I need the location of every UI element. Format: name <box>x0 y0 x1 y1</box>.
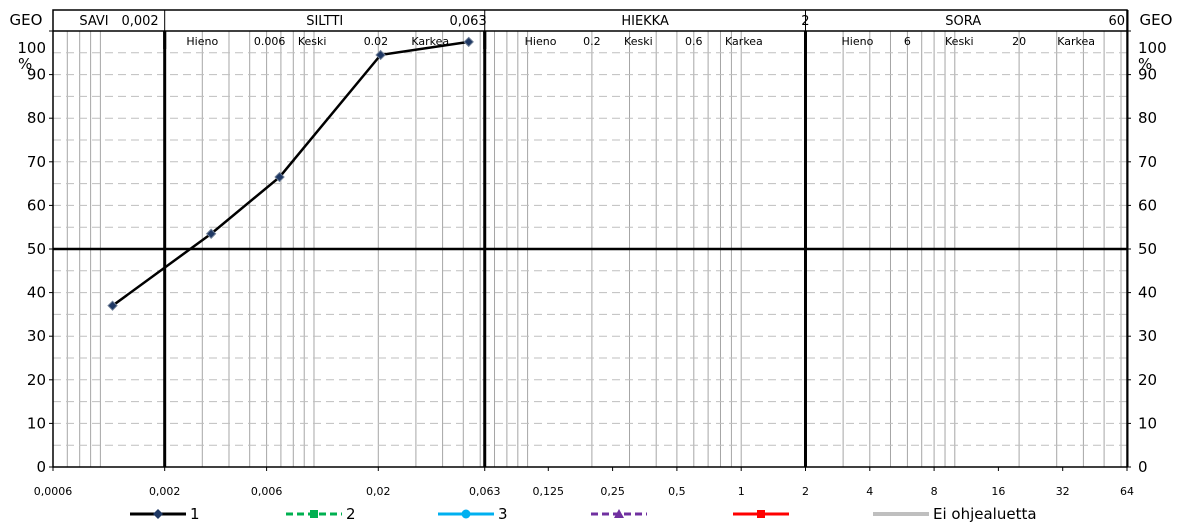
x-tick-label: 0,02 <box>366 485 391 498</box>
y-tick-label-right: 0 <box>1138 458 1148 476</box>
x-tick-label: 64 <box>1120 485 1134 498</box>
series-1-point <box>205 228 217 239</box>
x-tick-label: 1 <box>738 485 745 498</box>
x-tick-label: 0,0006 <box>34 485 73 498</box>
legend-label: 3 <box>498 505 508 523</box>
y-tick-label-right: 50 <box>1138 240 1157 258</box>
y-unit-left: % <box>18 55 32 73</box>
subclass-label: Keski <box>298 35 327 48</box>
y-tick-label-right: 70 <box>1138 153 1157 171</box>
legend-marker-triangle <box>614 509 624 518</box>
y-tick-label-right: 20 <box>1138 371 1157 389</box>
band-limit-0-063: 0,063 <box>450 14 487 29</box>
series-1-point <box>107 300 118 311</box>
subclass-label: 0.006 <box>254 35 286 48</box>
subclass-label: 20 <box>1012 35 1026 48</box>
band-name-savi: SAVI <box>79 14 108 29</box>
legend: 1 2 3 Ei ohjealuetta <box>130 505 1037 523</box>
x-tick-label: 0,006 <box>251 485 283 498</box>
legend-marker-circle <box>461 509 471 519</box>
y-tick-label-left: 70 <box>27 153 46 171</box>
y-tick-label-right: 30 <box>1138 327 1157 345</box>
subclass-label: Hieno <box>525 35 557 48</box>
subclass-label: 0.6 <box>685 35 703 48</box>
subclass-label: 0.02 <box>364 35 389 48</box>
plot-frame <box>52 9 1128 468</box>
legend-label: 2 <box>346 505 356 523</box>
y-axis: 0 0 10 10 20 20 30 30 40 40 50 50 60 60 70 70 80 80 90 90 10… <box>17 30 1167 476</box>
subclass-label: Karkea <box>1057 35 1095 48</box>
y-tick-label-left: 20 <box>27 371 46 389</box>
subclass-label: Karkea <box>725 35 763 48</box>
y-tick-label-right: 90 <box>1138 66 1157 84</box>
y-tick-label-left: 10 <box>27 414 46 432</box>
subclass-label: Karkea <box>411 35 449 48</box>
subclass-label: 0.2 <box>583 35 601 48</box>
x-tick-label: 32 <box>1056 485 1070 498</box>
subclass-label: Keski <box>945 35 974 48</box>
series-1-point <box>375 49 386 61</box>
x-tick-label: 0,002 <box>149 485 181 498</box>
y-tick-label-left: 30 <box>27 327 46 345</box>
y-tick-label-right: 40 <box>1138 284 1157 302</box>
series-1 <box>107 36 474 311</box>
x-tick-label: 4 <box>866 485 873 498</box>
subclass-label: 6 <box>904 35 911 48</box>
x-tick-label: 8 <box>931 485 938 498</box>
legend-marker-square <box>757 510 765 518</box>
y-tick-label-left: 90 <box>27 66 46 84</box>
y-tick-label-left: 60 <box>27 196 46 214</box>
y-tick-label-left: 50 <box>27 240 46 258</box>
subclass-label: Keski <box>624 35 653 48</box>
subclass-label: Hieno <box>186 35 218 48</box>
header-left-label: GEO <box>10 11 43 29</box>
x-axis: 0,0006 0,002 0,006 0,02 0,063 0,125 0,25 0,5 1 2 4… <box>34 467 1134 498</box>
x-tick-label: 0,063 <box>469 485 501 498</box>
x-tick-label: 0,25 <box>600 485 625 498</box>
band-name-siltti: SILTTI <box>306 14 343 29</box>
y-tick-label-left: 80 <box>27 109 46 127</box>
band-name-hiekka: HIEKKA <box>621 14 669 29</box>
y-tick-label-left: 0 <box>36 458 46 476</box>
grid-lines <box>53 31 1127 467</box>
band-limit-60: 60 <box>1108 14 1125 29</box>
y-tick-label-left: 100 <box>17 39 46 57</box>
legend-label: Ei ohjealuetta <box>933 505 1037 523</box>
x-tick-label: 0,125 <box>533 485 565 498</box>
x-tick-label: 16 <box>991 485 1005 498</box>
band-limit-0-002: 0,002 <box>121 14 158 29</box>
header: GEO GEO SAVI 0,002 SILTTI 0,063 HIEKKA 2 SORA 60 H… <box>10 11 1173 48</box>
y-tick-label-right: 80 <box>1138 109 1157 127</box>
legend-marker-square <box>310 510 318 518</box>
y-tick-label-left: 40 <box>27 284 46 302</box>
y-tick-label-right: 10 <box>1138 414 1157 432</box>
legend-label: 1 <box>190 505 200 523</box>
subclass-label: Hieno <box>842 35 874 48</box>
series-1-point <box>274 171 285 183</box>
x-tick-label: 0,5 <box>668 485 686 498</box>
y-unit-right: % <box>1138 55 1152 73</box>
x-tick-label: 2 <box>802 485 809 498</box>
band-limit-2: 2 <box>801 14 809 29</box>
header-right-label: GEO <box>1140 11 1173 29</box>
legend-marker-diamond <box>153 509 163 519</box>
y-tick-label-right: 60 <box>1138 196 1157 214</box>
series-1-point <box>463 36 474 48</box>
y-tick-label-right: 100 <box>1138 39 1167 57</box>
band-name-sora: SORA <box>945 14 981 29</box>
